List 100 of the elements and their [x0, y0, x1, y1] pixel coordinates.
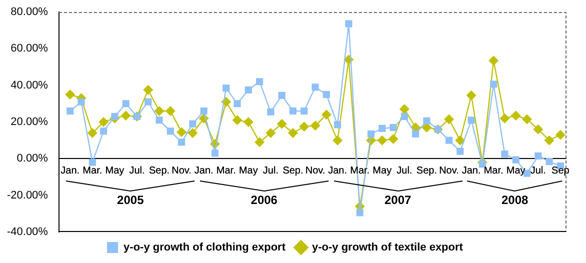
point: [546, 158, 553, 166]
point: [444, 114, 454, 124]
x-tick-label: Jan.: [60, 165, 80, 176]
point: [243, 117, 254, 127]
y-tick-label: 40.00%: [10, 79, 48, 92]
point: [334, 121, 342, 128]
point: [200, 107, 208, 115]
point: [345, 20, 352, 28]
point: [178, 138, 186, 146]
point: [378, 124, 386, 132]
annotation: 2006: [250, 192, 278, 207]
point: [412, 130, 420, 138]
x-tick-label: Jan.: [328, 165, 348, 176]
point: [276, 118, 287, 129]
x-tick-label: Mar.: [216, 165, 236, 176]
point: [189, 120, 196, 128]
point: [120, 110, 131, 121]
point: [65, 90, 76, 100]
x-tick-label: Sep.: [416, 165, 437, 176]
point: [321, 110, 332, 120]
point: [122, 100, 130, 108]
legend-label: y-o-y growth of textile export: [312, 242, 464, 254]
y-tick-label: -40.00%: [6, 226, 48, 238]
x-tick-label: Sep.: [148, 165, 170, 176]
point: [377, 135, 388, 146]
point: [278, 92, 286, 99]
point: [500, 113, 510, 124]
point: [143, 84, 154, 95]
point: [455, 135, 466, 146]
x-tick-label: May: [506, 165, 526, 176]
point: [488, 56, 499, 66]
x-tick-label: Jul.: [129, 165, 145, 176]
x-tick-label: Nov.: [439, 165, 459, 176]
x-tick-label: Mar.: [484, 165, 504, 176]
point: [445, 136, 453, 144]
point: [400, 112, 408, 120]
y-tick-label: -20.00%: [6, 189, 48, 202]
point: [234, 100, 241, 108]
point: [254, 137, 265, 148]
point: [456, 148, 464, 155]
x-tick-label: Jul.: [396, 165, 412, 176]
point: [501, 150, 508, 158]
x-tick-label: Jan.: [194, 165, 214, 176]
point: [244, 86, 252, 94]
point: [87, 128, 98, 138]
point: [310, 120, 320, 131]
point: [512, 156, 520, 164]
point: [423, 117, 430, 124]
x-tick-label: May: [105, 165, 124, 176]
point: [322, 90, 330, 98]
point: [490, 80, 498, 88]
point: [211, 150, 219, 157]
point: [312, 84, 319, 91]
point: [144, 98, 152, 106]
x-tick-label: Nov.: [172, 165, 192, 176]
legend-label: y-o-y growth of clothing export: [124, 242, 286, 254]
point: [468, 116, 475, 124]
point: [356, 209, 364, 216]
x-tick-label: Mar.: [82, 165, 102, 176]
x-tick-label: Mar.: [350, 165, 370, 176]
point: [478, 160, 486, 168]
point: [289, 107, 297, 115]
point: [266, 128, 276, 138]
point: [399, 104, 410, 114]
point: [188, 128, 198, 138]
x-tick-label: Jul.: [530, 165, 546, 176]
point: [165, 106, 176, 116]
point: [256, 78, 264, 86]
x-tick-label: Jul.: [262, 165, 278, 176]
annotation: 2008: [502, 192, 529, 207]
point: [98, 117, 109, 127]
y-tick-label: 60.00%: [10, 42, 48, 55]
point: [522, 114, 532, 124]
point: [533, 124, 544, 134]
point: [332, 135, 343, 146]
point: [232, 115, 242, 126]
point: [166, 128, 174, 135]
point: [111, 112, 118, 120]
point: [390, 124, 397, 132]
point: [510, 110, 521, 121]
point: [388, 134, 398, 144]
y-tick-label: 20.00%: [10, 116, 48, 128]
point: [288, 128, 298, 138]
point: [88, 158, 96, 166]
x-tick-label: May: [238, 165, 258, 176]
annotation: 2007: [384, 192, 412, 207]
point: [100, 128, 108, 135]
y-tick-label: 0.00%: [16, 152, 48, 165]
point: [534, 152, 542, 160]
point: [544, 135, 554, 146]
point: [267, 108, 274, 116]
point: [156, 116, 163, 124]
annotation: 2005: [117, 192, 144, 207]
point: [555, 130, 566, 140]
point: [466, 90, 476, 100]
point: [154, 106, 164, 116]
point: [299, 122, 310, 132]
x-tick-label: May: [372, 165, 392, 176]
point: [367, 130, 375, 138]
point: [222, 84, 230, 92]
